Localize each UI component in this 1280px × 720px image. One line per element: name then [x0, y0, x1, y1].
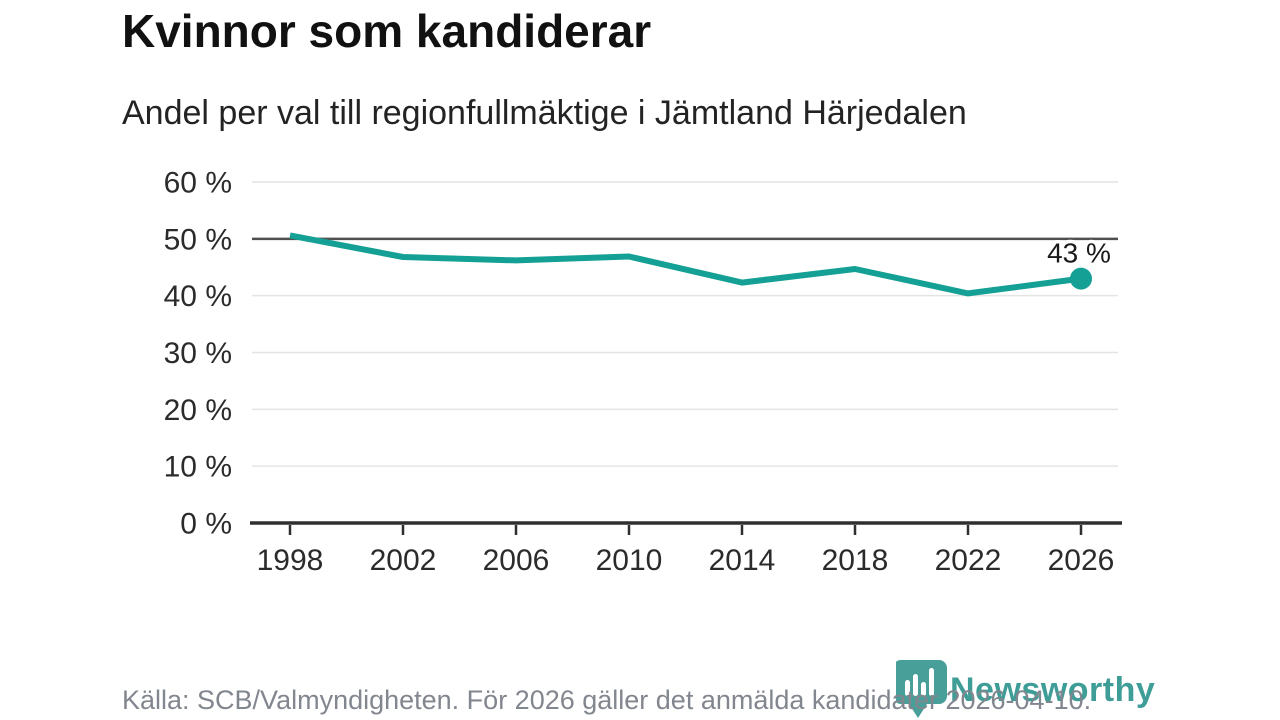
y-tick-label: 10 %	[164, 451, 232, 484]
source-attribution: Källa: SCB/Valmyndigheten. För 2026 gäll…	[122, 685, 1092, 715]
gridlines	[250, 181, 1122, 525]
line-chart: 0 % 10 % 20 % 30 % 40 % 50 % 60 % 1998 2002 2006 2…	[164, 167, 1122, 577]
x-tick-label: 2026	[1048, 544, 1115, 577]
page-title: Kvinnor som kandiderar	[122, 5, 652, 57]
y-tick-label: 40 %	[164, 280, 232, 313]
y-tick-label: 50 %	[164, 223, 232, 256]
x-tick-label: 2018	[822, 544, 889, 577]
y-tick-label: 0 %	[180, 508, 232, 541]
y-tick-label: 30 %	[164, 337, 232, 370]
endpoint-marker-2026	[1070, 267, 1092, 290]
newsworthy-logo-icon	[896, 660, 947, 718]
y-axis-labels: 0 % 10 % 20 % 30 % 40 % 50 % 60 %	[164, 167, 232, 541]
x-tick-label: 2014	[709, 544, 776, 577]
x-tick-label: 2006	[483, 544, 550, 577]
x-tick-label: 2022	[935, 544, 1002, 577]
x-tick-label: 2002	[370, 544, 437, 577]
x-tick-label: 2010	[596, 544, 663, 577]
x-tick-label: 1998	[257, 544, 324, 577]
x-axis-labels: 1998 2002 2006 2010 2014 2018 2022 2026	[257, 525, 1115, 577]
series-line-women-candidates	[289, 232, 1082, 297]
newsworthy-wordmark: Newsworthy	[950, 671, 1156, 709]
y-tick-label: 60 %	[164, 167, 232, 200]
newsworthy-logo: Newsworthy	[896, 659, 1155, 719]
chart-subtitle: Andel per val till regionfullmäktige i J…	[122, 94, 967, 132]
endpoint-value-label: 43 %	[1047, 238, 1111, 269]
y-tick-label: 20 %	[164, 394, 232, 427]
